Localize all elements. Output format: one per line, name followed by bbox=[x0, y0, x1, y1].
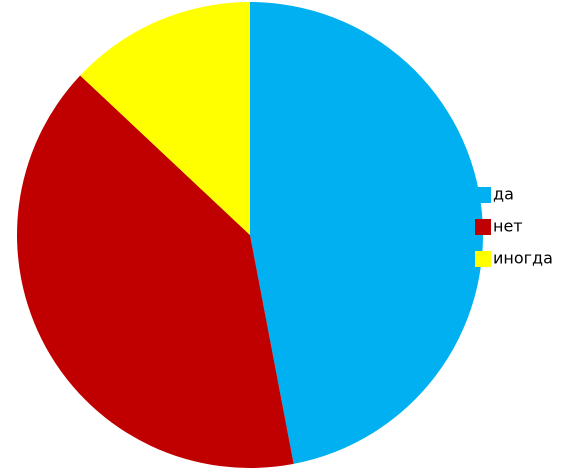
pie-slice bbox=[80, 2, 251, 235]
legend-label: да bbox=[493, 185, 514, 204]
pie-slice bbox=[250, 2, 483, 464]
legend-swatch bbox=[475, 219, 491, 235]
legend-label: иногда bbox=[493, 249, 553, 268]
legend-label: нет bbox=[493, 217, 523, 236]
legend-swatch bbox=[475, 187, 491, 203]
pie-slice bbox=[16, 75, 294, 468]
legend-swatch bbox=[475, 251, 491, 267]
